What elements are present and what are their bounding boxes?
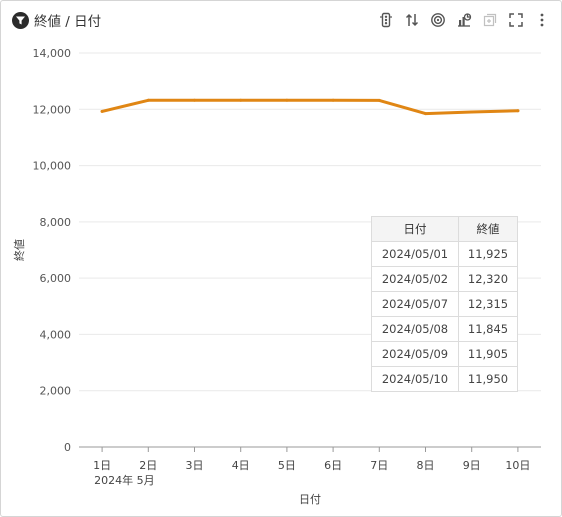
x-sublabel: 2024年 5月 (94, 473, 155, 487)
table-cell-close: 11,925 (458, 241, 518, 267)
x-tick-label: 7日 (370, 459, 388, 472)
x-tick-label: 8日 (417, 459, 435, 472)
panel-header: 終値 / 日付 (1, 1, 561, 39)
data-table: 日付 終値 2024/05/01 11,925 2024/05/02 12,32… (371, 216, 518, 392)
title-area: 終値 / 日付 (12, 10, 101, 30)
toolbar (369, 11, 551, 29)
y-tick-label: 14,000 (33, 47, 72, 60)
data-point (377, 98, 381, 102)
table-cell-close: 12,315 (458, 291, 518, 317)
data-point (239, 98, 243, 102)
data-point (331, 98, 335, 102)
y-tick-label: 0 (64, 441, 71, 454)
table-cell-date: 2024/05/10 (371, 366, 459, 392)
x-axis-title: 日付 (299, 493, 321, 506)
table-cell-close: 11,845 (458, 316, 518, 342)
table-cell-close: 11,950 (458, 366, 518, 392)
table-header-date: 日付 (371, 216, 459, 242)
table-header-close: 終値 (458, 216, 518, 242)
filter-icon[interactable] (12, 11, 29, 29)
y-tick-label: 12,000 (33, 103, 72, 116)
table-cell-date: 2024/05/07 (371, 291, 459, 317)
series-line (100, 98, 520, 116)
table-cell-close: 12,320 (458, 266, 518, 292)
y-tick-label: 8,000 (40, 216, 72, 229)
target-icon[interactable] (429, 11, 447, 29)
y-tick-label: 6,000 (40, 272, 72, 285)
table-row: 2024/05/08 11,845 (371, 316, 518, 342)
x-tick-label: 4日 (232, 459, 250, 472)
data-point (516, 109, 520, 113)
table-cell-date: 2024/05/01 (371, 241, 459, 267)
data-point (285, 98, 289, 102)
table-row: 2024/05/09 11,905 (371, 341, 518, 367)
x-tick-label: 3日 (186, 459, 204, 472)
add-panel-icon[interactable] (481, 11, 499, 29)
sort-arrows-icon[interactable] (403, 11, 421, 29)
x-tick-label: 5日 (278, 459, 296, 472)
table-cell-date: 2024/05/02 (371, 266, 459, 292)
table-row: 2024/05/02 12,320 (371, 266, 518, 292)
table-cell-close: 11,905 (458, 341, 518, 367)
y-axis-title: 終値 (12, 239, 26, 261)
table-cell-date: 2024/05/09 (371, 341, 459, 367)
data-point (146, 98, 150, 102)
x-tick-label: 9日 (463, 459, 481, 472)
page-title: 終値 / 日付 (34, 14, 102, 30)
x-tick-label: 10日 (505, 459, 530, 472)
data-point (424, 112, 427, 116)
table-row: 2024/05/07 12,315 (371, 291, 518, 317)
data-point (470, 110, 474, 114)
traffic-light-icon[interactable] (377, 11, 395, 29)
x-tick-label: 2日 (139, 459, 157, 472)
data-point (100, 109, 104, 113)
x-tick-label: 1日 (93, 459, 111, 472)
table-header-row: 日付 終値 (371, 216, 518, 242)
x-tick-label: 6日 (324, 459, 342, 472)
chart-type-icon[interactable] (455, 11, 473, 29)
fullscreen-icon[interactable] (507, 11, 525, 29)
y-tick-label: 10,000 (33, 160, 72, 173)
data-point (193, 98, 196, 102)
more-vertical-icon[interactable] (533, 11, 551, 29)
y-tick-label: 2,000 (40, 385, 72, 398)
table-cell-date: 2024/05/08 (371, 316, 459, 342)
table-row: 2024/05/01 11,925 (371, 241, 518, 267)
y-tick-label: 4,000 (40, 328, 72, 341)
table-row: 2024/05/10 11,950 (371, 366, 518, 392)
